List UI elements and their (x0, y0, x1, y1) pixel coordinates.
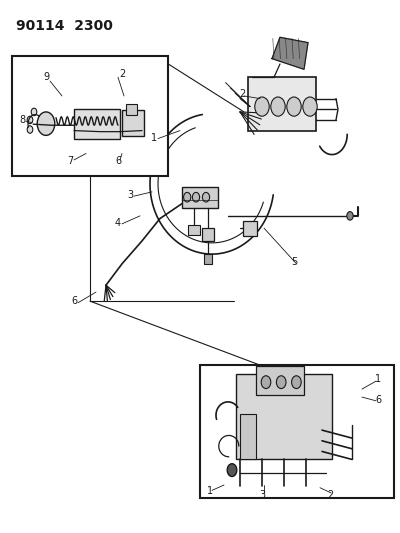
Circle shape (287, 97, 301, 116)
Bar (74, 109, 120, 139)
Circle shape (303, 97, 317, 116)
Text: 2: 2 (119, 69, 125, 78)
Circle shape (271, 97, 285, 116)
Text: 90114  2300: 90114 2300 (16, 19, 113, 33)
Circle shape (255, 97, 269, 116)
Polygon shape (272, 37, 308, 69)
Circle shape (31, 108, 37, 116)
Bar (256, 366, 304, 395)
Text: 2: 2 (327, 490, 333, 499)
Bar (188, 225, 200, 235)
Circle shape (261, 376, 271, 389)
Text: 1: 1 (207, 487, 213, 496)
Text: 2: 2 (239, 90, 245, 99)
Text: 4: 4 (115, 218, 121, 228)
Text: 7: 7 (67, 157, 73, 166)
Text: 6: 6 (71, 296, 77, 306)
Bar (12, 56, 168, 176)
Circle shape (27, 126, 33, 133)
Circle shape (276, 376, 286, 389)
Circle shape (27, 116, 33, 124)
Text: 1: 1 (151, 133, 157, 142)
Text: 5: 5 (291, 257, 297, 267)
Text: 8: 8 (19, 115, 25, 125)
Circle shape (192, 192, 200, 202)
Bar (236, 374, 332, 459)
Circle shape (347, 212, 353, 220)
Bar (248, 77, 316, 131)
Bar (126, 104, 137, 115)
Text: 6: 6 (115, 157, 121, 166)
Circle shape (37, 112, 55, 135)
Text: 9: 9 (43, 72, 49, 82)
Bar (204, 254, 212, 264)
Bar (182, 187, 218, 208)
Text: 3: 3 (259, 490, 265, 499)
Circle shape (184, 192, 191, 202)
Circle shape (292, 376, 301, 389)
Circle shape (227, 464, 237, 477)
Circle shape (202, 192, 210, 202)
Bar (243, 221, 257, 236)
Bar (240, 414, 256, 459)
Text: 6: 6 (375, 395, 381, 405)
Bar (200, 365, 394, 498)
Bar (202, 228, 214, 241)
Text: 1: 1 (375, 375, 381, 384)
Bar (122, 110, 144, 136)
Text: 3: 3 (127, 190, 133, 200)
